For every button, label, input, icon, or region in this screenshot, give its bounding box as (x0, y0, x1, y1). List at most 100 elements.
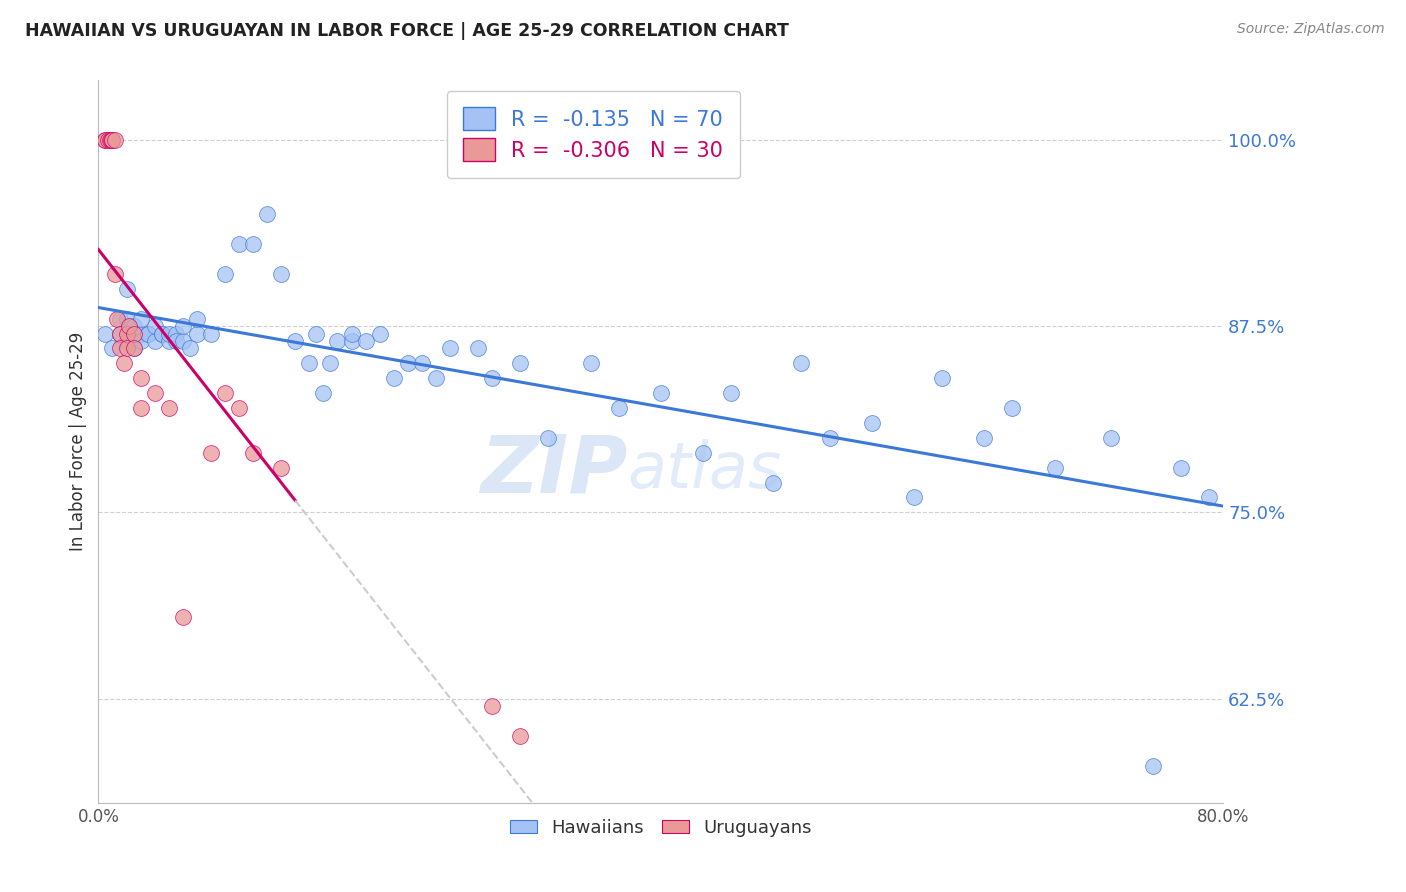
Point (143, 334, 166, 348)
Point (270, 267, 292, 281)
Point (214, 267, 236, 281)
Y-axis label: In Labor Force | Age 25-29: In Labor Force | Age 25-29 (69, 332, 87, 551)
Point (115, 334, 138, 348)
Point (326, 334, 349, 348)
Point (931, 371, 953, 385)
Point (157, 326, 180, 341)
Point (312, 386, 335, 401)
Point (537, 431, 560, 445)
Point (101, 342, 124, 356)
Text: HAWAIIAN VS URUGUAYAN IN LABOR FORCE | AGE 25-29 CORRELATION CHART: HAWAIIAN VS URUGUAYAN IN LABOR FORCE | A… (25, 22, 789, 40)
Legend: Hawaiians, Uruguayans: Hawaiians, Uruguayans (502, 812, 820, 845)
Point (97, 133, 120, 147)
Point (818, 431, 841, 445)
Point (481, 371, 503, 385)
Point (172, 319, 194, 334)
Point (242, 446, 264, 460)
Point (165, 326, 187, 341)
Point (1170, 460, 1192, 475)
Point (129, 371, 152, 385)
Point (115, 311, 138, 326)
Point (467, 342, 489, 356)
Point (150, 326, 173, 341)
Point (1043, 460, 1066, 475)
Point (129, 326, 152, 341)
Point (157, 334, 180, 348)
Text: Source: ZipAtlas.com: Source: ZipAtlas.com (1237, 22, 1385, 37)
Point (115, 326, 138, 341)
Point (354, 334, 377, 348)
Point (122, 342, 145, 356)
Point (200, 446, 222, 460)
Point (1099, 431, 1122, 445)
Point (122, 342, 145, 356)
Point (136, 326, 159, 341)
Point (129, 334, 152, 348)
Point (115, 282, 138, 296)
Point (172, 334, 194, 348)
Point (98, 133, 121, 147)
Point (143, 386, 166, 401)
Point (186, 311, 208, 326)
Point (579, 356, 602, 370)
Point (382, 371, 405, 385)
Point (1001, 401, 1024, 415)
Point (305, 326, 328, 341)
Point (228, 401, 250, 415)
Point (439, 342, 461, 356)
Point (186, 326, 208, 341)
Point (143, 319, 166, 334)
Point (105, 311, 128, 326)
Point (157, 401, 180, 415)
Point (108, 342, 131, 356)
Point (720, 386, 742, 401)
Point (790, 356, 813, 370)
Point (104, 267, 127, 281)
Point (1198, 491, 1220, 505)
Point (1142, 758, 1164, 772)
Point (165, 334, 187, 348)
Point (122, 326, 145, 341)
Point (242, 237, 264, 252)
Point (136, 326, 159, 341)
Point (100, 133, 122, 147)
Point (270, 460, 292, 475)
Point (340, 334, 363, 348)
Point (340, 326, 363, 341)
Point (104, 133, 127, 147)
Point (129, 311, 152, 326)
Point (122, 319, 145, 334)
Point (108, 311, 131, 326)
Point (94, 133, 117, 147)
Point (860, 416, 883, 430)
Point (481, 698, 503, 713)
Point (762, 475, 785, 490)
Point (179, 342, 201, 356)
Point (200, 326, 222, 341)
Point (425, 371, 447, 385)
Point (509, 729, 531, 743)
Point (509, 356, 531, 370)
Point (94, 133, 117, 147)
Point (650, 386, 672, 401)
Point (214, 386, 236, 401)
Text: atlas: atlas (627, 440, 782, 501)
Point (150, 326, 173, 341)
Point (112, 356, 135, 370)
Point (118, 319, 141, 334)
Text: ZIP: ZIP (479, 432, 627, 509)
Point (172, 609, 194, 624)
Point (115, 342, 138, 356)
Point (903, 491, 925, 505)
Point (94, 326, 117, 341)
Point (692, 446, 714, 460)
Point (319, 356, 342, 370)
Point (101, 133, 124, 147)
Point (108, 326, 131, 341)
Point (298, 356, 321, 370)
Point (256, 207, 278, 221)
Point (396, 356, 419, 370)
Point (108, 326, 131, 341)
Point (411, 356, 433, 370)
Point (368, 326, 391, 341)
